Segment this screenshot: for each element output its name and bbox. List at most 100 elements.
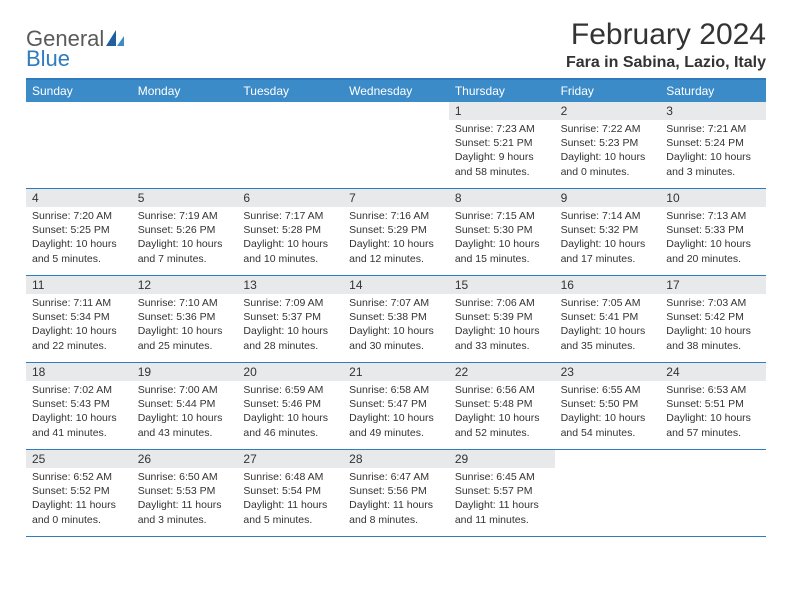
day-number: 1 (449, 102, 555, 120)
day-number: 9 (555, 189, 661, 207)
cell-body: Sunrise: 7:15 AMSunset: 5:30 PMDaylight:… (449, 207, 555, 270)
cell-body: Sunrise: 7:23 AMSunset: 5:21 PMDaylight:… (449, 120, 555, 183)
sunset-text: Sunset: 5:28 PM (243, 223, 337, 237)
day-header-row: Sunday Monday Tuesday Wednesday Thursday… (26, 80, 766, 102)
day-number: 15 (449, 276, 555, 294)
cell-body: Sunrise: 6:58 AMSunset: 5:47 PMDaylight:… (343, 381, 449, 444)
sunset-text: Sunset: 5:51 PM (666, 397, 760, 411)
calendar-cell: 19Sunrise: 7:00 AMSunset: 5:44 PMDayligh… (132, 363, 238, 449)
calendar-cell: 13Sunrise: 7:09 AMSunset: 5:37 PMDayligh… (237, 276, 343, 362)
calendar-cell: 5Sunrise: 7:19 AMSunset: 5:26 PMDaylight… (132, 189, 238, 275)
daylight-text: Daylight: 10 hours and 43 minutes. (138, 411, 232, 439)
daylight-text: Daylight: 10 hours and 33 minutes. (455, 324, 549, 352)
sunrise-text: Sunrise: 7:05 AM (561, 296, 655, 310)
daylight-text: Daylight: 11 hours and 3 minutes. (138, 498, 232, 526)
day-number: 28 (343, 450, 449, 468)
sunrise-text: Sunrise: 6:58 AM (349, 383, 443, 397)
sunset-text: Sunset: 5:33 PM (666, 223, 760, 237)
cell-body: Sunrise: 7:03 AMSunset: 5:42 PMDaylight:… (660, 294, 766, 357)
day-number: 4 (26, 189, 132, 207)
sunset-text: Sunset: 5:30 PM (455, 223, 549, 237)
day-number: 26 (132, 450, 238, 468)
daylight-text: Daylight: 10 hours and 17 minutes. (561, 237, 655, 265)
day-number: 13 (237, 276, 343, 294)
calendar-cell: 26Sunrise: 6:50 AMSunset: 5:53 PMDayligh… (132, 450, 238, 536)
day-number: 29 (449, 450, 555, 468)
cell-body: Sunrise: 7:02 AMSunset: 5:43 PMDaylight:… (26, 381, 132, 444)
cell-body: Sunrise: 7:17 AMSunset: 5:28 PMDaylight:… (237, 207, 343, 270)
sunset-text: Sunset: 5:47 PM (349, 397, 443, 411)
week-row: 11Sunrise: 7:11 AMSunset: 5:34 PMDayligh… (26, 276, 766, 363)
day-number (132, 102, 238, 106)
calendar-cell: 24Sunrise: 6:53 AMSunset: 5:51 PMDayligh… (660, 363, 766, 449)
sunset-text: Sunset: 5:39 PM (455, 310, 549, 324)
daylight-text: Daylight: 11 hours and 11 minutes. (455, 498, 549, 526)
sunset-text: Sunset: 5:48 PM (455, 397, 549, 411)
logo-text-blue: Blue (26, 46, 70, 71)
cell-body: Sunrise: 7:20 AMSunset: 5:25 PMDaylight:… (26, 207, 132, 270)
cell-body: Sunrise: 6:55 AMSunset: 5:50 PMDaylight:… (555, 381, 661, 444)
sunset-text: Sunset: 5:43 PM (32, 397, 126, 411)
sunrise-text: Sunrise: 7:07 AM (349, 296, 443, 310)
sunrise-text: Sunrise: 6:56 AM (455, 383, 549, 397)
week-row: 1Sunrise: 7:23 AMSunset: 5:21 PMDaylight… (26, 102, 766, 189)
daylight-text: Daylight: 10 hours and 30 minutes. (349, 324, 443, 352)
calendar-cell: 6Sunrise: 7:17 AMSunset: 5:28 PMDaylight… (237, 189, 343, 275)
sunset-text: Sunset: 5:42 PM (666, 310, 760, 324)
day-number: 10 (660, 189, 766, 207)
cell-body: Sunrise: 7:10 AMSunset: 5:36 PMDaylight:… (132, 294, 238, 357)
daylight-text: Daylight: 10 hours and 20 minutes. (666, 237, 760, 265)
calendar-cell: 16Sunrise: 7:05 AMSunset: 5:41 PMDayligh… (555, 276, 661, 362)
daylight-text: Daylight: 10 hours and 28 minutes. (243, 324, 337, 352)
calendar-cell: 20Sunrise: 6:59 AMSunset: 5:46 PMDayligh… (237, 363, 343, 449)
sunset-text: Sunset: 5:37 PM (243, 310, 337, 324)
sunset-text: Sunset: 5:34 PM (32, 310, 126, 324)
sunset-text: Sunset: 5:57 PM (455, 484, 549, 498)
cell-body: Sunrise: 6:47 AMSunset: 5:56 PMDaylight:… (343, 468, 449, 531)
dayhead-thu: Thursday (449, 80, 555, 102)
day-number (343, 102, 449, 106)
sunset-text: Sunset: 5:52 PM (32, 484, 126, 498)
calendar-cell: 2Sunrise: 7:22 AMSunset: 5:23 PMDaylight… (555, 102, 661, 188)
day-number: 21 (343, 363, 449, 381)
day-number: 8 (449, 189, 555, 207)
daylight-text: Daylight: 10 hours and 22 minutes. (32, 324, 126, 352)
week-row: 4Sunrise: 7:20 AMSunset: 5:25 PMDaylight… (26, 189, 766, 276)
calendar-cell: 14Sunrise: 7:07 AMSunset: 5:38 PMDayligh… (343, 276, 449, 362)
sunset-text: Sunset: 5:23 PM (561, 136, 655, 150)
cell-body: Sunrise: 6:56 AMSunset: 5:48 PMDaylight:… (449, 381, 555, 444)
calendar: Sunday Monday Tuesday Wednesday Thursday… (26, 78, 766, 537)
cell-body: Sunrise: 6:50 AMSunset: 5:53 PMDaylight:… (132, 468, 238, 531)
location-label: Fara in Sabina, Lazio, Italy (566, 54, 766, 72)
week-row: 18Sunrise: 7:02 AMSunset: 5:43 PMDayligh… (26, 363, 766, 450)
dayhead-sun: Sunday (26, 80, 132, 102)
daylight-text: Daylight: 9 hours and 58 minutes. (455, 150, 549, 178)
calendar-cell: 3Sunrise: 7:21 AMSunset: 5:24 PMDaylight… (660, 102, 766, 188)
calendar-cell: 22Sunrise: 6:56 AMSunset: 5:48 PMDayligh… (449, 363, 555, 449)
daylight-text: Daylight: 10 hours and 0 minutes. (561, 150, 655, 178)
sunset-text: Sunset: 5:36 PM (138, 310, 232, 324)
calendar-cell (26, 102, 132, 188)
calendar-cell: 18Sunrise: 7:02 AMSunset: 5:43 PMDayligh… (26, 363, 132, 449)
calendar-cell: 8Sunrise: 7:15 AMSunset: 5:30 PMDaylight… (449, 189, 555, 275)
sunrise-text: Sunrise: 7:02 AM (32, 383, 126, 397)
cell-body: Sunrise: 6:45 AMSunset: 5:57 PMDaylight:… (449, 468, 555, 531)
daylight-text: Daylight: 10 hours and 41 minutes. (32, 411, 126, 439)
calendar-cell: 7Sunrise: 7:16 AMSunset: 5:29 PMDaylight… (343, 189, 449, 275)
calendar-cell (555, 450, 661, 536)
day-number: 20 (237, 363, 343, 381)
calendar-cell (237, 102, 343, 188)
sunset-text: Sunset: 5:44 PM (138, 397, 232, 411)
dayhead-wed: Wednesday (343, 80, 449, 102)
daylight-text: Daylight: 10 hours and 3 minutes. (666, 150, 760, 178)
cell-body: Sunrise: 7:07 AMSunset: 5:38 PMDaylight:… (343, 294, 449, 357)
calendar-cell: 28Sunrise: 6:47 AMSunset: 5:56 PMDayligh… (343, 450, 449, 536)
sunrise-text: Sunrise: 7:20 AM (32, 209, 126, 223)
day-number: 11 (26, 276, 132, 294)
calendar-cell: 4Sunrise: 7:20 AMSunset: 5:25 PMDaylight… (26, 189, 132, 275)
day-number (237, 102, 343, 106)
sunrise-text: Sunrise: 7:00 AM (138, 383, 232, 397)
calendar-cell: 10Sunrise: 7:13 AMSunset: 5:33 PMDayligh… (660, 189, 766, 275)
daylight-text: Daylight: 10 hours and 38 minutes. (666, 324, 760, 352)
day-number: 16 (555, 276, 661, 294)
